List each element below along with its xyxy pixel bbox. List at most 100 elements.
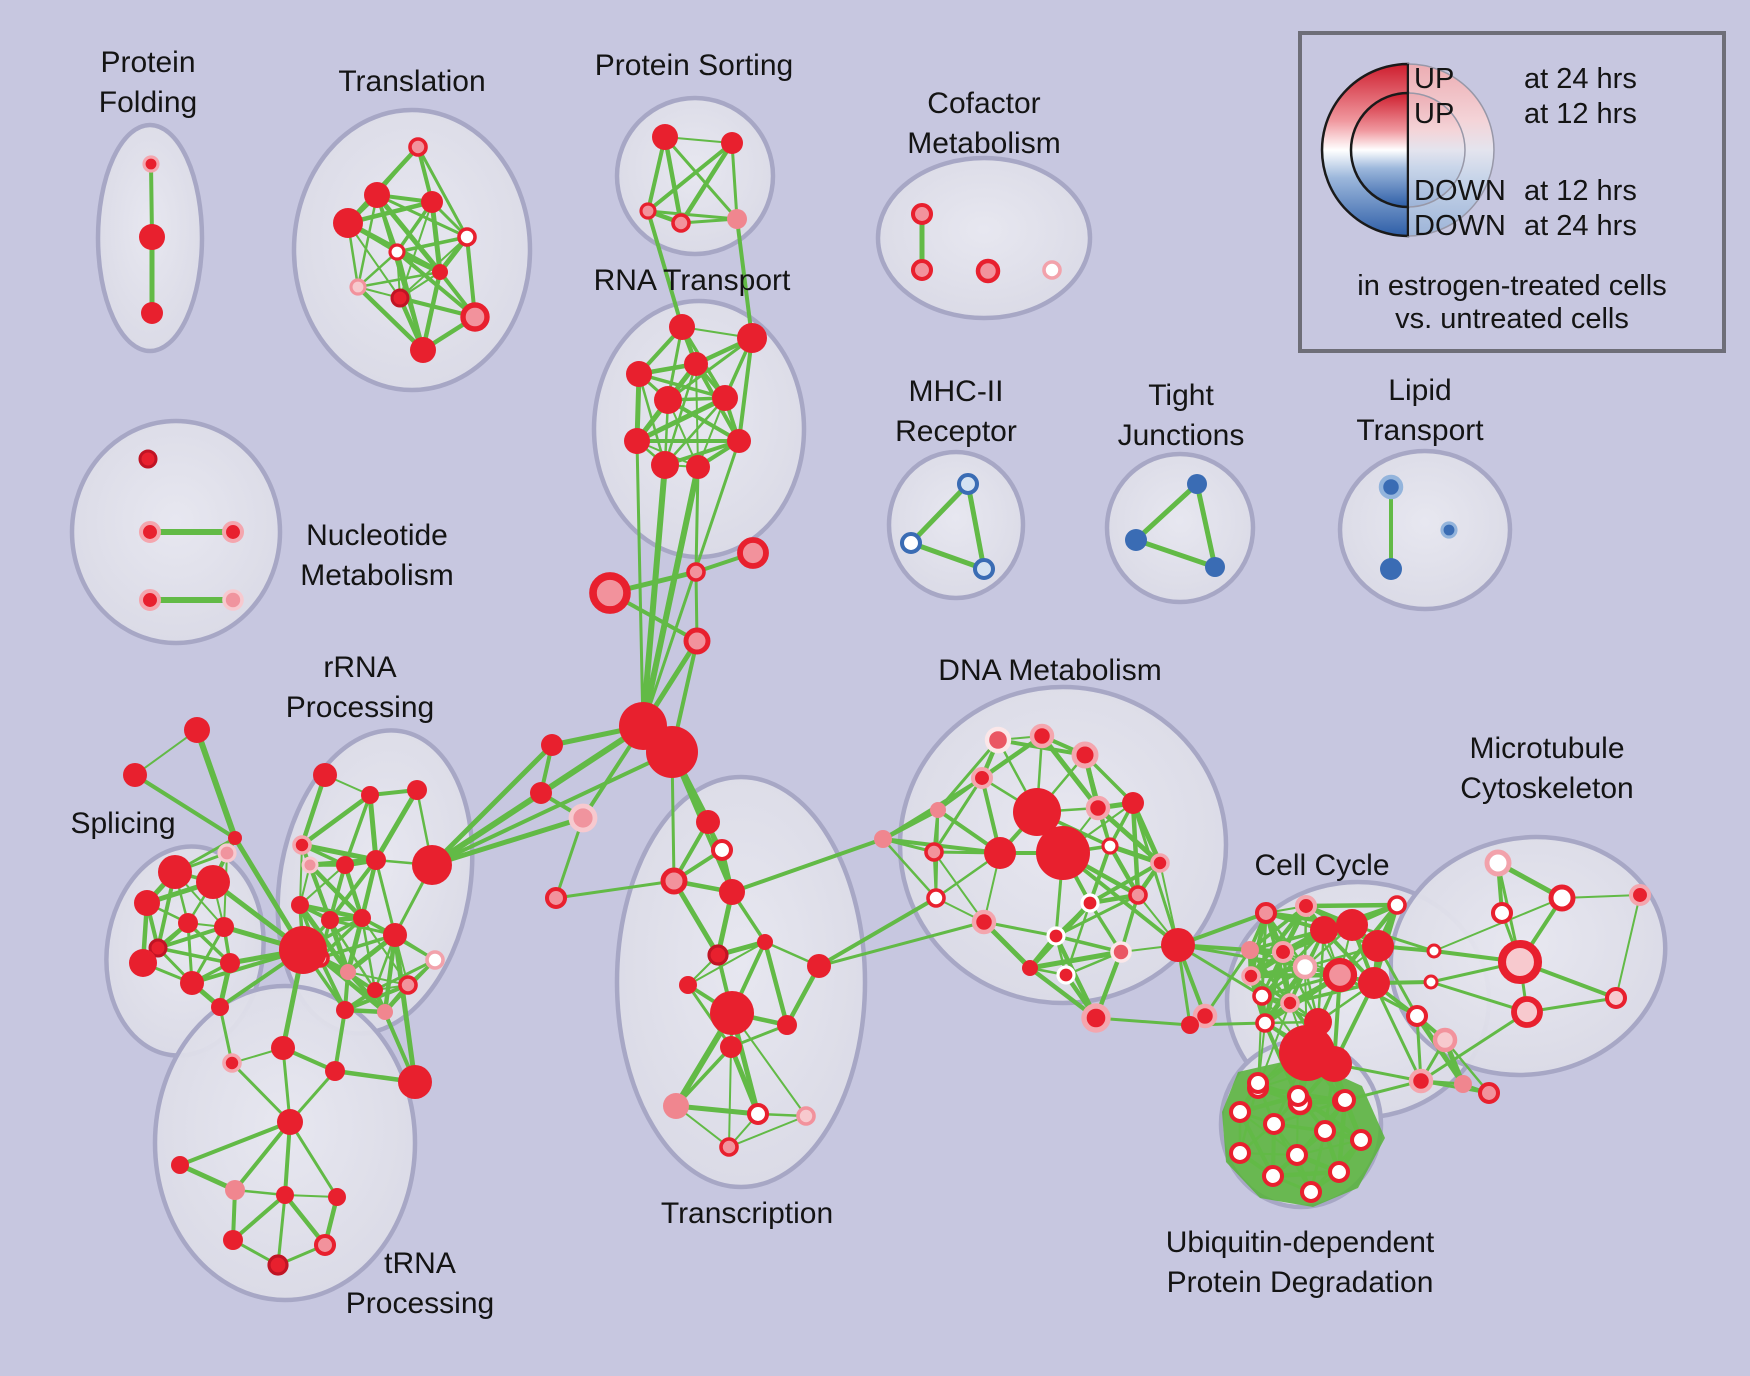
edge	[671, 878, 721, 958]
edge	[373, 787, 420, 863]
cluster-label-mhc-ii-receptor: MHC-II	[909, 375, 1004, 408]
edge	[1176, 943, 1307, 969]
node-mt3	[1490, 901, 1514, 925]
node-mt7	[1628, 883, 1652, 907]
edge	[640, 462, 668, 729]
node-dn19	[1046, 926, 1066, 946]
legend-direction: DOWN	[1414, 210, 1506, 242]
cluster-label-microtubule: Microtubule	[1469, 732, 1624, 765]
edge	[646, 209, 684, 329]
node-mtc2	[1423, 974, 1439, 990]
node-ps1	[652, 124, 678, 150]
node-mt6	[1604, 986, 1628, 1010]
node-tx14	[746, 1102, 770, 1126]
node-tx4	[719, 879, 745, 905]
node-lp2	[1380, 558, 1402, 580]
node-rr18	[377, 1004, 393, 1020]
edge	[554, 879, 676, 900]
edge	[687, 941, 766, 986]
edge	[881, 837, 938, 900]
node-tr7	[225, 1180, 245, 1200]
node-rr4	[292, 835, 312, 855]
node-tl10	[460, 302, 490, 332]
edge	[663, 362, 698, 467]
node-sp14	[211, 998, 229, 1016]
node-dn22	[1056, 965, 1076, 985]
edge	[728, 1115, 807, 1148]
node-tr8	[276, 1186, 294, 1204]
node-lp3	[1440, 521, 1458, 539]
edge	[347, 222, 401, 299]
edge	[1088, 861, 1162, 905]
node-cc19	[1405, 1004, 1429, 1028]
edge	[908, 540, 987, 572]
cluster-label-microtubule: Cytoskeleton	[1460, 772, 1633, 805]
edge	[641, 439, 741, 728]
edge	[737, 336, 754, 443]
node-dn12	[924, 842, 944, 862]
node-tx11	[777, 1015, 797, 1035]
node-rr15	[367, 982, 383, 998]
node-rt6	[712, 385, 738, 411]
edge	[382, 932, 398, 1015]
legend-time: at 12 hrs	[1524, 98, 1637, 130]
edge	[288, 1120, 339, 1199]
node-nm5	[222, 589, 244, 611]
edge	[673, 1103, 761, 1117]
cluster-ellipse-cofactor	[875, 155, 1093, 321]
node-rt10	[727, 429, 751, 453]
legend-note: vs. untreated cells	[1395, 303, 1629, 335]
node-tl11	[410, 337, 436, 363]
node-ps2	[721, 132, 743, 154]
node-sp11	[129, 949, 157, 977]
edge	[1238, 1110, 1275, 1178]
node-hb2	[646, 726, 698, 778]
node-tx2	[710, 838, 734, 862]
node-pf3	[141, 302, 163, 324]
node-tl4	[333, 208, 363, 238]
legend-time: at 24 hrs	[1524, 63, 1637, 95]
edge	[430, 750, 674, 867]
node-rt5	[654, 386, 682, 414]
node-dn2	[1029, 723, 1055, 749]
node-tr2	[271, 1036, 295, 1060]
node-ub2	[1286, 1084, 1310, 1108]
node-ub5	[1262, 1112, 1286, 1136]
edge	[640, 464, 701, 729]
node-tl5	[457, 227, 477, 247]
node-ub9	[1285, 1143, 1309, 1167]
node-dn26	[1181, 1016, 1199, 1034]
node-tr3	[325, 1061, 345, 1081]
node-sp5	[158, 855, 192, 889]
node-cc9	[1322, 957, 1358, 993]
edge	[373, 958, 437, 992]
node-tl9	[390, 288, 410, 308]
node-cc22	[1477, 1081, 1501, 1105]
node-rt9	[686, 455, 710, 479]
cluster-ellipse-mhc-ii-receptor	[886, 449, 1026, 601]
node-sp4	[217, 843, 237, 863]
edge	[1303, 902, 1400, 909]
node-sp7	[134, 890, 160, 916]
edge	[1372, 981, 1423, 1083]
edge	[345, 915, 365, 975]
edge	[662, 134, 684, 226]
node-tx5	[544, 886, 568, 910]
cluster-label-tight-junctions: Junctions	[1118, 419, 1245, 452]
node-pf1	[142, 155, 160, 173]
edge	[1131, 801, 1180, 947]
node-tl8	[349, 278, 367, 296]
node-cc17	[1316, 1046, 1352, 1082]
edge	[356, 250, 399, 289]
node-nm1	[138, 449, 158, 469]
node-rt2	[737, 323, 767, 353]
node-sp2	[123, 763, 147, 787]
labels-layer: Protein Folding Translation Protein Sorting…	[70, 46, 1633, 1320]
node-tj3	[1205, 557, 1225, 577]
node-rr1	[313, 763, 337, 787]
node-tx16	[719, 1137, 739, 1157]
node-cc13	[1280, 993, 1300, 1013]
node-dn18	[1128, 885, 1148, 905]
node-cc18	[1387, 895, 1407, 915]
edge	[735, 217, 754, 340]
